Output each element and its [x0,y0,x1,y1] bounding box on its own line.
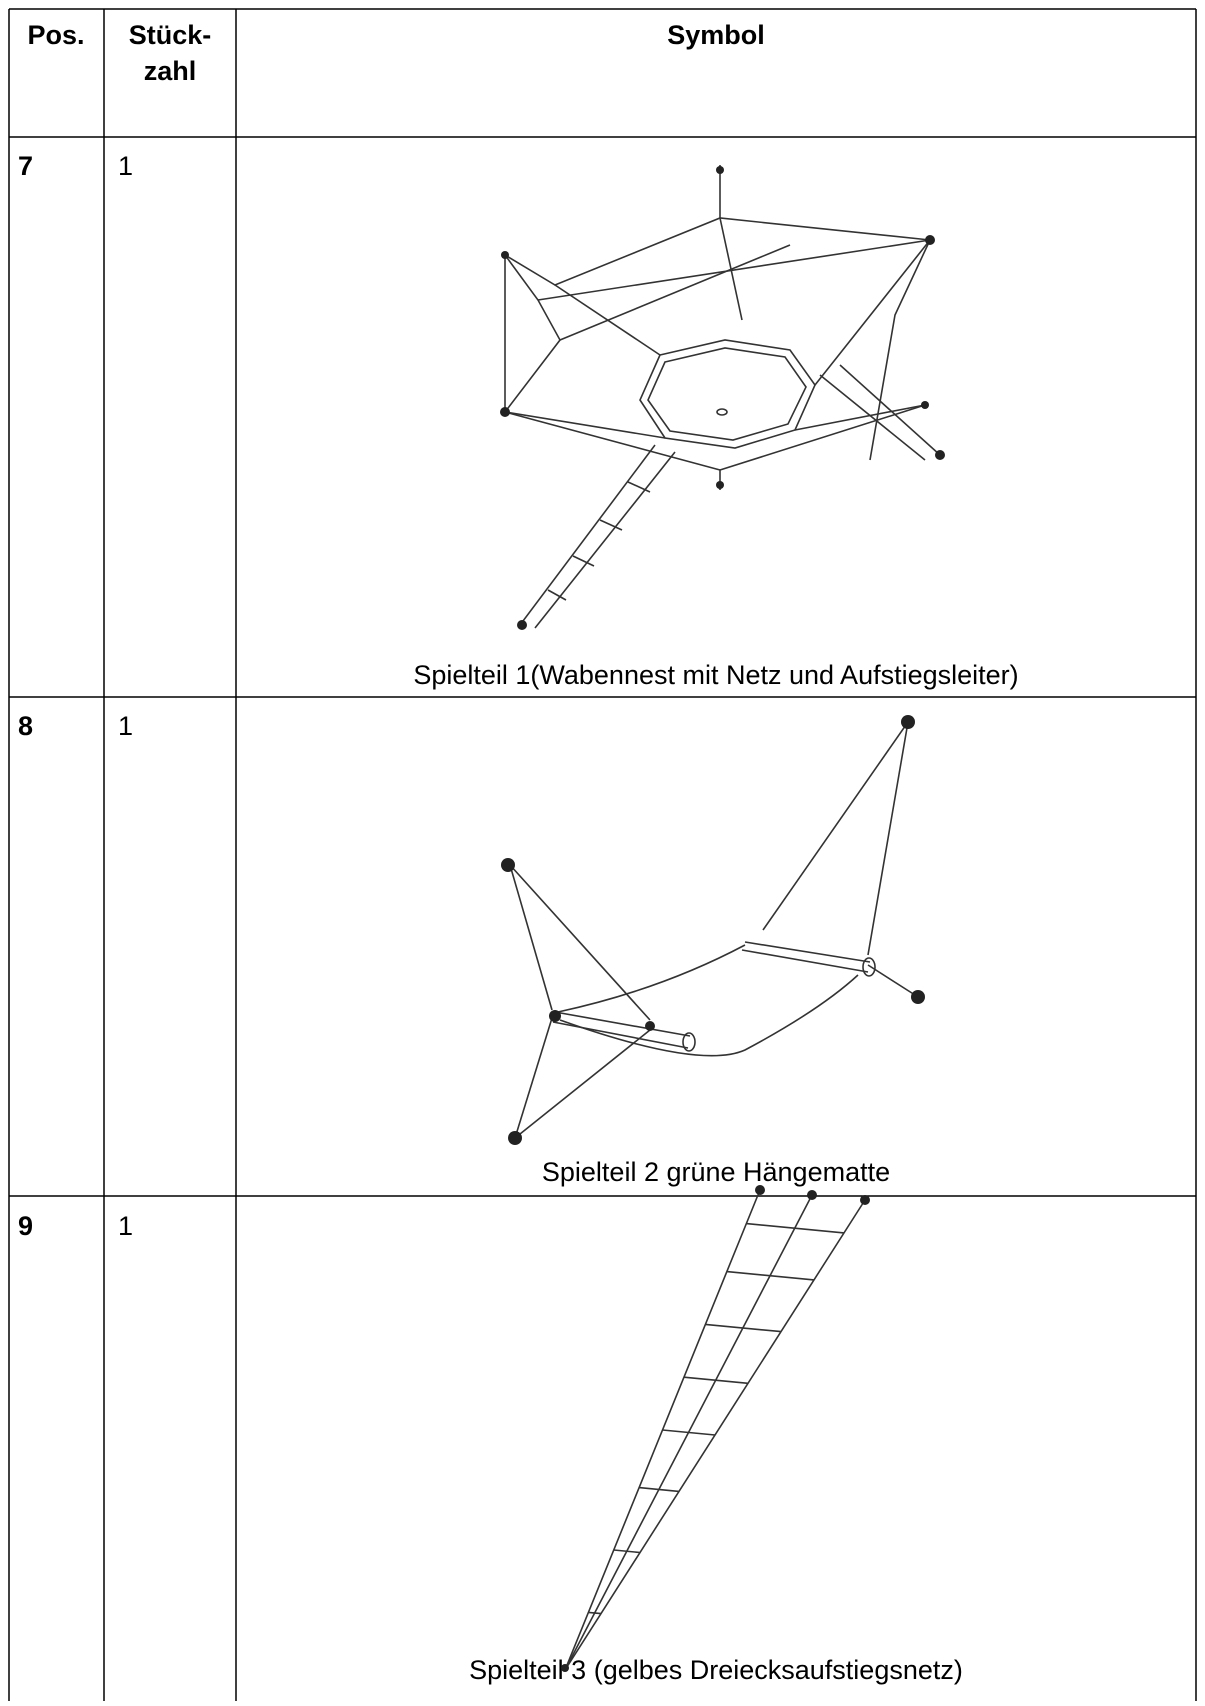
bar-end [862,957,876,977]
clip [508,1131,522,1145]
clip [549,1010,561,1022]
clip [501,251,509,259]
net-rung [683,1376,749,1385]
rope [509,864,651,1021]
ladder-rung [627,481,651,493]
rope [509,864,553,1011]
header-cell: Pos. [27,20,84,50]
clip [911,990,925,1004]
illustration-net [561,1185,870,1672]
fabric [557,944,746,1013]
quantity-cell: 1 [118,1211,133,1241]
rope [794,404,926,431]
rope [504,411,666,439]
rope [514,1017,553,1139]
rope [762,721,909,931]
rope [719,404,926,471]
net-rung [705,1323,782,1333]
rope [819,374,926,461]
rope [814,239,931,386]
net-rung [662,1429,716,1436]
bar [554,1011,691,1037]
header-cell: Stück- [129,20,212,50]
clip [716,481,724,489]
net-rung [588,1611,602,1615]
ladder-rail [534,451,676,629]
clip [860,1195,870,1205]
bar [552,1021,689,1049]
rope [839,364,941,456]
rope [559,244,791,341]
net-rung [746,1222,845,1234]
quantity-cell: 1 [118,151,133,181]
net-rung [613,1549,641,1554]
net-rung [726,1270,815,1281]
rope [537,239,931,301]
clip [925,235,935,245]
net-rung [639,1486,680,1493]
illustration-hammock [501,715,925,1145]
pos-cell: 7 [18,151,33,181]
clip [755,1185,765,1195]
clip [561,1664,569,1672]
clip [716,166,724,174]
bar [744,941,871,963]
fabric [559,974,859,1057]
clip [901,715,915,729]
rope [504,217,932,461]
rope [504,254,561,413]
rope [867,721,909,956]
clip [501,858,515,872]
nest-ring [639,339,816,449]
pos-cell: 9 [18,1211,33,1241]
bar-end [682,1032,696,1052]
ladder-rung [547,589,567,601]
caption: Spielteil 3 (gelbes Dreiecksaufstiegsnet… [469,1655,963,1685]
caption: Spielteil 1(Wabennest mit Netz und Aufst… [413,660,1018,690]
header-cell: zahl [144,56,197,86]
clip [807,1190,817,1200]
quantity-cell: 1 [118,711,133,741]
pos-cell: 8 [18,711,33,741]
rope [514,1029,651,1139]
rope [867,964,916,996]
ladder-rail [519,444,656,626]
clip [645,1021,655,1031]
nest-ring [647,347,807,441]
clip [935,450,945,460]
bar [741,949,869,973]
clip [921,401,929,409]
clip [500,407,510,417]
rope [504,411,721,471]
ladder-rung [572,555,595,567]
caption: Spielteil 2 grüne Hängematte [542,1157,890,1187]
ladder-rung [599,519,623,531]
illustration-nest [500,165,945,630]
nest-hole [716,408,728,416]
table-grid [8,8,1197,1701]
header-cell: Symbol [667,20,765,50]
clip [517,620,527,630]
